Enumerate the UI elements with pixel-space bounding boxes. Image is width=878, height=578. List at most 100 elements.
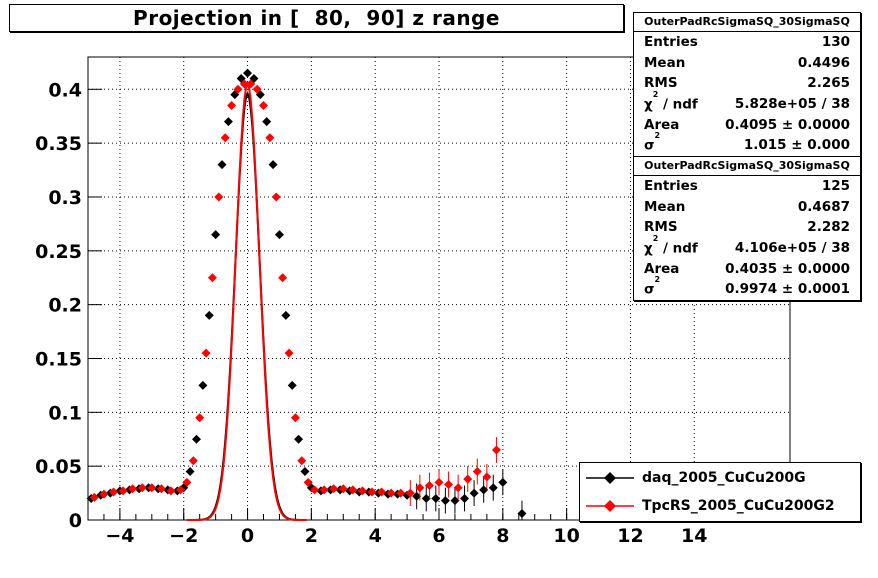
stats-row-area: Area 0.4035 ± 0.0000 — [644, 260, 850, 277]
data-series — [86, 68, 527, 521]
data-point — [412, 491, 422, 501]
data-point — [278, 273, 288, 283]
data-point — [290, 413, 300, 423]
axes: −4 −2 0 2 4 6 8 10 12 14 0 0.05 0.1 0.15 0.2 0.25 0.3 0.3… — [35, 79, 791, 547]
data-point — [453, 483, 463, 493]
y-tick-label: 0.3 — [48, 187, 82, 209]
data-point — [300, 467, 310, 477]
data-point — [479, 485, 489, 495]
data-point — [319, 485, 329, 495]
stats-header: OuterPadRcSigmaSQ_30SigmaSQ — [634, 157, 860, 176]
data-point — [460, 493, 470, 503]
y-tick-label: 0 — [69, 510, 82, 532]
data-point — [182, 477, 192, 487]
fit-curve — [186, 81, 307, 521]
data-point — [188, 456, 198, 466]
fit-curve — [186, 91, 307, 521]
chart-title: Projection in [ 80, 90] z range — [9, 4, 624, 32]
legend-marker-tpcrs — [586, 500, 634, 512]
x-tick-label: −2 — [169, 525, 198, 547]
data-point — [463, 474, 473, 484]
stats-box-tpcrs: OuterPadRcSigmaSQ_30SigmaSQ Entries 125 M… — [633, 156, 861, 301]
data-point — [357, 486, 367, 496]
data-point — [201, 348, 211, 358]
data-point — [217, 160, 227, 170]
data-point — [498, 477, 508, 487]
data-point — [262, 117, 272, 127]
data-point — [431, 493, 441, 503]
legend-entry-daq: daq_2005_CuCu200G — [580, 465, 860, 491]
legend-marker-daq — [586, 472, 634, 484]
x-tick-label: −4 — [105, 525, 134, 547]
data-point — [274, 230, 284, 240]
data-point — [99, 489, 109, 499]
y-tick-label: 0.35 — [35, 133, 82, 155]
data-point — [147, 483, 157, 493]
data-point — [472, 467, 482, 477]
data-point — [265, 133, 275, 143]
data-point — [386, 488, 396, 498]
stats-row-sigma2: σ2 1.015 ± 0.000 — [644, 131, 850, 154]
data-point — [491, 445, 501, 455]
data-point — [185, 467, 195, 477]
legend-label-daq: daq_2005_CuCu200G — [642, 470, 806, 486]
stats-row-sigma2: σ2 0.9974 ± 0.0001 — [644, 275, 850, 298]
data-point — [377, 487, 387, 497]
data-point — [297, 456, 307, 466]
legend-label-tpcrs: TpcRS_2005_CuCu200G2 — [642, 498, 835, 514]
data-point — [227, 100, 237, 110]
data-point — [207, 273, 217, 283]
data-point — [211, 230, 221, 240]
data-point — [310, 485, 320, 495]
data-point — [421, 493, 431, 503]
stats-row-chi2: χ2 / ndf 5.828e+05 / 38 — [644, 89, 850, 113]
data-point — [243, 68, 253, 78]
data-point — [424, 481, 434, 491]
data-point — [281, 310, 291, 320]
data-point — [166, 486, 176, 496]
x-tick-label: 0 — [241, 525, 254, 547]
stats-header: OuterPadRcSigmaSQ_30SigmaSQ — [634, 13, 860, 32]
legend: daq_2005_CuCu200G TpcRS_2005_CuCu200G2 — [579, 462, 861, 522]
data-point — [444, 479, 454, 489]
stats-row-entries: Entries 125 — [644, 178, 850, 195]
data-point — [246, 79, 256, 89]
data-point — [220, 133, 230, 143]
stats-row-area: Area 0.4095 ± 0.0000 — [644, 116, 850, 133]
stats-row-mean: Mean 0.4496 — [644, 54, 850, 71]
data-point — [284, 348, 294, 358]
y-tick-label: 0.25 — [35, 241, 82, 263]
data-point — [294, 434, 304, 444]
data-point — [488, 483, 498, 493]
data-point — [268, 160, 278, 170]
data-point — [255, 90, 265, 100]
data-point — [271, 192, 281, 202]
data-point — [137, 483, 147, 493]
data-point — [191, 434, 201, 444]
y-tick-label: 0.15 — [35, 348, 82, 370]
stats-box-daq: OuterPadRcSigmaSQ_30SigmaSQ Entries 130 M… — [633, 12, 861, 157]
data-point — [329, 484, 339, 494]
data-point — [482, 472, 492, 482]
data-point — [415, 483, 425, 493]
x-tick-label: 6 — [432, 525, 445, 547]
y-tick-label: 0.2 — [48, 295, 82, 317]
data-point — [348, 485, 358, 495]
data-point — [252, 84, 262, 94]
data-point — [396, 488, 406, 498]
y-tick-label: 0.4 — [48, 79, 82, 101]
data-point — [517, 509, 527, 519]
data-point — [156, 484, 166, 494]
data-point — [434, 477, 444, 487]
data-point — [195, 413, 205, 423]
data-point — [440, 496, 450, 506]
data-point — [223, 117, 233, 127]
data-point — [233, 84, 243, 94]
stats-row-chi2: χ2 / ndf 4.106e+05 / 38 — [644, 233, 850, 257]
data-point — [450, 496, 460, 506]
x-tick-label: 12 — [617, 525, 643, 547]
data-point — [469, 488, 479, 498]
x-tick-label: 10 — [553, 525, 579, 547]
y-tick-label: 0.1 — [48, 402, 82, 424]
data-point — [109, 487, 119, 497]
